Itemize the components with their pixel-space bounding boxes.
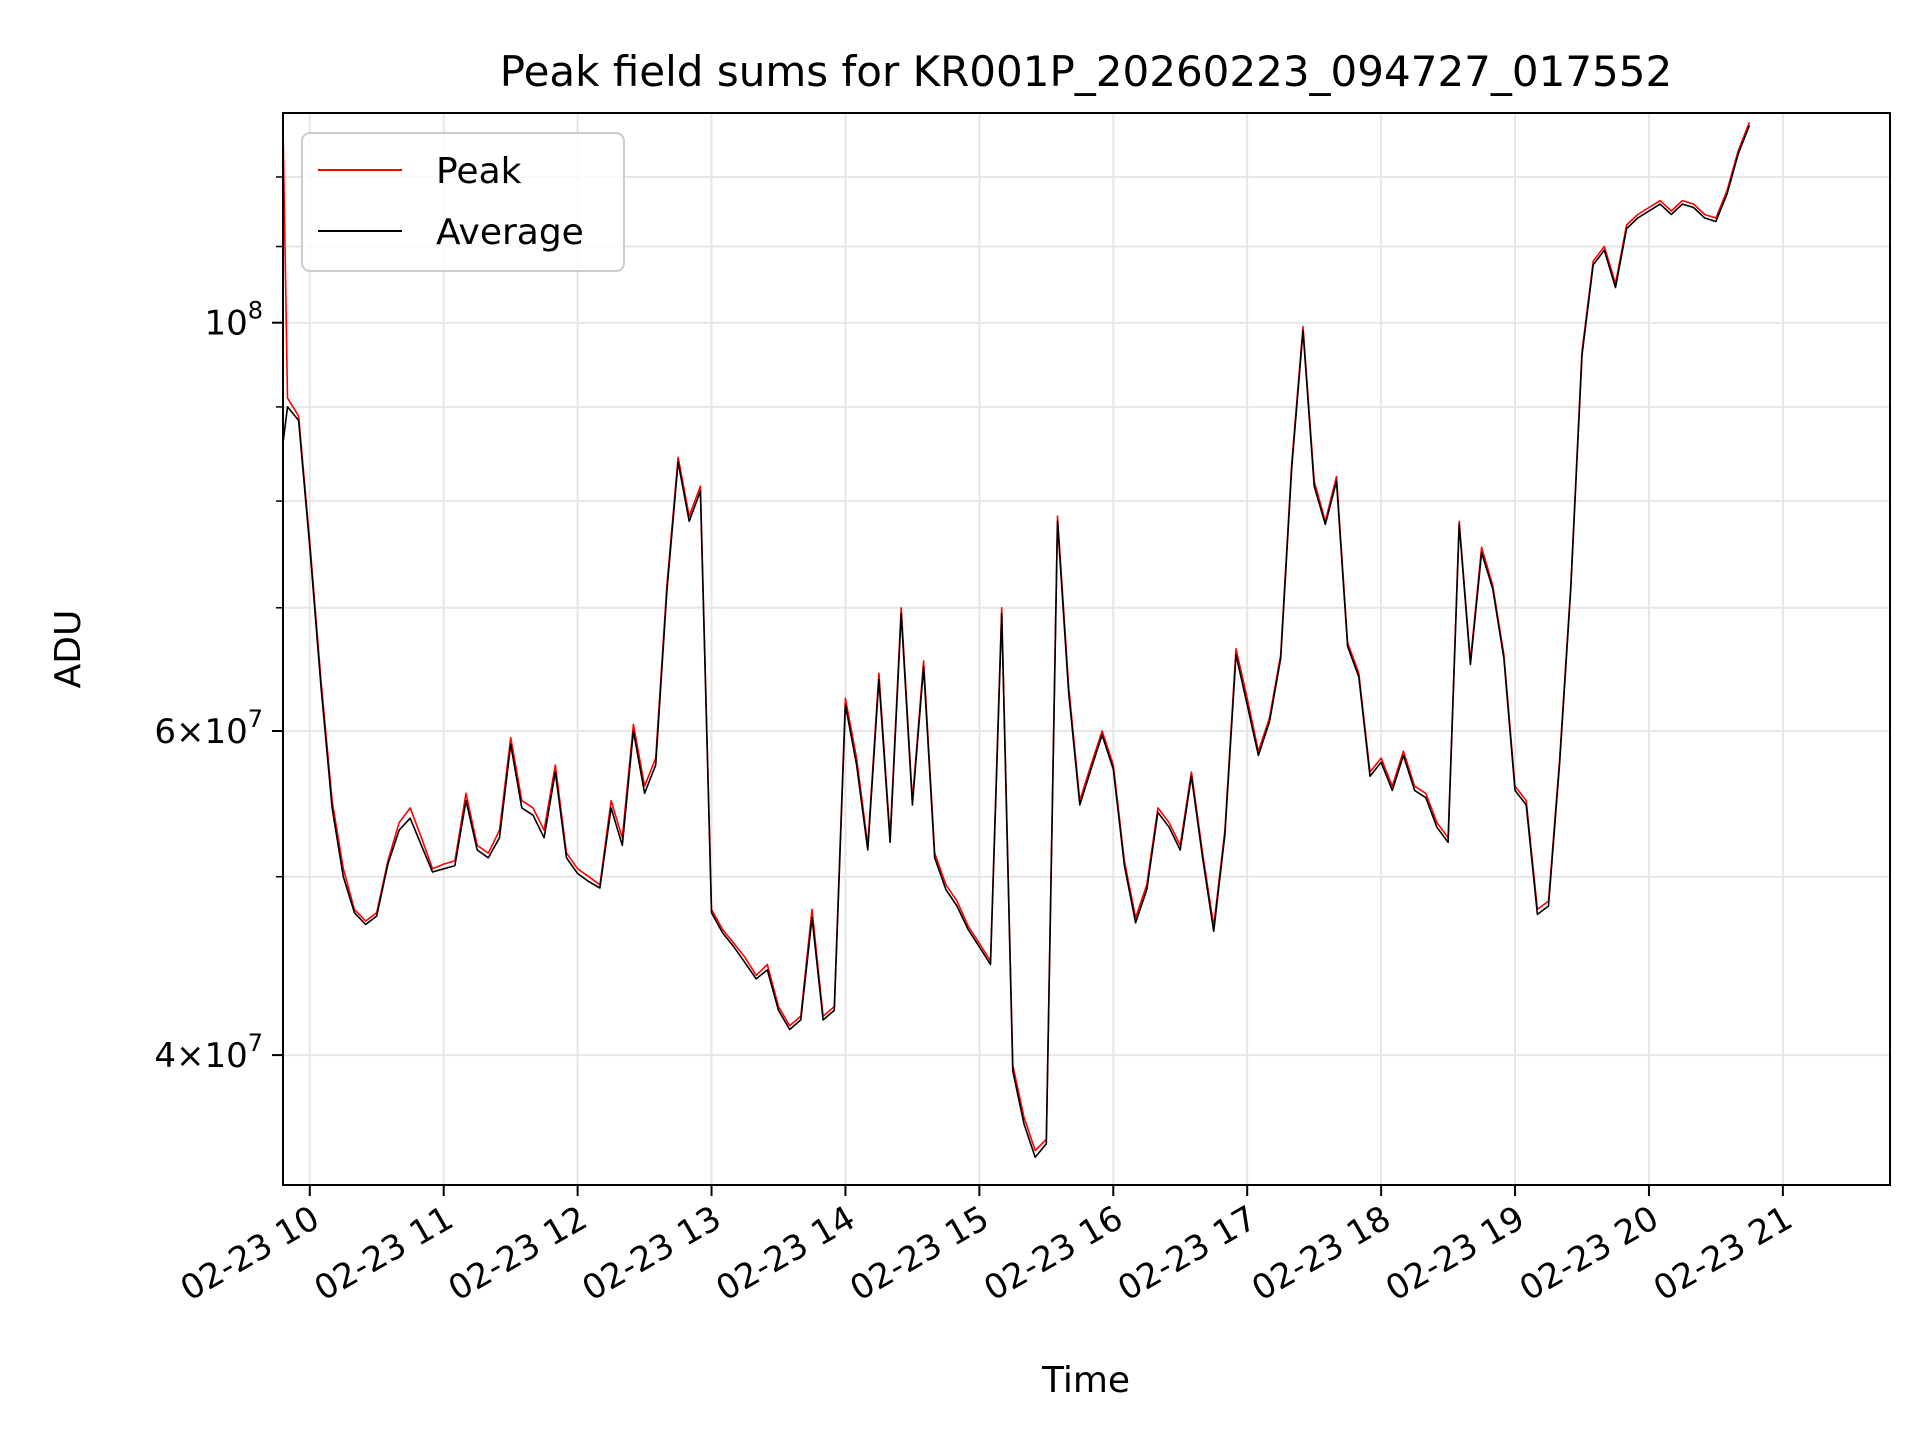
series-line-average (282, 125, 1751, 1159)
legend-label-average: Average (436, 212, 584, 253)
legend-label-peak: Peak (436, 151, 522, 192)
x-axis-label: Time (1041, 1360, 1130, 1401)
series-lines (282, 122, 1751, 1159)
y-tick-label: 6×107 (154, 705, 263, 752)
legend: Peak Average (301, 132, 625, 272)
y-tick-label: 4×107 (154, 1029, 263, 1076)
y-axis: 108 6×107 4×107 (154, 176, 283, 1076)
chart-title: Peak field sums for KR001P_20260223_0947… (500, 47, 1672, 96)
y-tick-label: 108 (204, 297, 263, 344)
legend-box (301, 132, 625, 272)
plot-frame (282, 112, 1891, 1186)
y-axis-label: ADU (48, 610, 89, 689)
